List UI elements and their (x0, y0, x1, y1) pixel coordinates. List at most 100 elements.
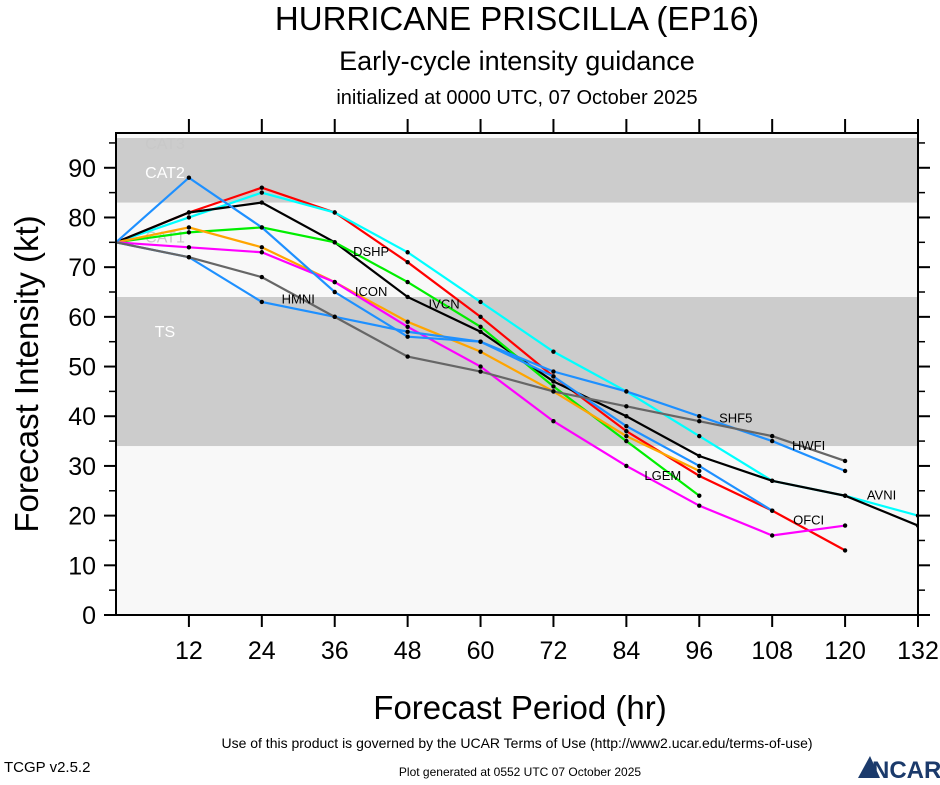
version-text: TCGP v2.5.2 (4, 759, 90, 776)
data-point-hmni (259, 299, 265, 305)
series-label-hmni: HMNI (282, 291, 315, 306)
svg-text:NCAR: NCAR (872, 757, 940, 780)
series-label-avni: AVNI (867, 488, 896, 503)
generated-text: Plot generated at 0552 UTC 07 October 20… (399, 765, 641, 779)
data-point-avni (186, 215, 192, 220)
chart-subtitle: Early-cycle intensity guidance (339, 46, 695, 76)
data-point-hmni (551, 374, 556, 379)
plot-frame (115, 132, 919, 616)
data-point-hwfi (551, 369, 556, 374)
data-point-shf5 (259, 274, 265, 280)
data-point-ivcn (186, 210, 192, 215)
data-point-ofci (624, 428, 629, 434)
data-point-ivcn (259, 200, 265, 205)
data-point-lgem (259, 250, 265, 255)
y-axis-label: Forecast Intensity (kt) (8, 215, 45, 532)
data-point-shf5 (478, 369, 483, 374)
data-point-ofci (697, 473, 702, 479)
data-point-avni (332, 210, 337, 215)
x-tick-label: 132 (897, 637, 939, 665)
data-point-ofci (478, 314, 483, 320)
data-point-ivcn (405, 294, 410, 300)
data-point-dshp (551, 384, 556, 389)
data-point-lgem (697, 503, 702, 508)
x-tick-label: 72 (540, 637, 568, 665)
series-label-icon: ICON (355, 284, 388, 299)
band-label-ts: TS (155, 324, 175, 341)
data-point-ivcn (478, 329, 483, 334)
data-point-avni (478, 299, 483, 305)
y-tick-label: 80 (68, 204, 96, 232)
data-point-icon (697, 468, 702, 474)
data-point-dshp (624, 438, 629, 444)
data-point-icon (478, 349, 483, 354)
data-point-shf5 (624, 404, 629, 409)
data-point-ofci (405, 259, 410, 265)
data-point-ivcn (624, 414, 629, 419)
data-point-ivcn (769, 478, 775, 484)
data-point-hmni (697, 463, 702, 469)
data-point-lgem (332, 279, 337, 285)
data-point-lgem (186, 245, 192, 250)
data-point-hwfi (842, 468, 848, 474)
y-tick-label: 20 (68, 503, 96, 531)
chart-init-line: initialized at 0000 UTC, 07 October 2025 (336, 87, 697, 109)
data-point-hwfi (186, 175, 192, 180)
data-point-ofci (842, 548, 848, 553)
data-point-icon (259, 245, 265, 250)
y-tick-label: 30 (68, 453, 96, 481)
data-point-ivcn (697, 453, 702, 459)
data-point-ivcn (551, 379, 556, 384)
data-point-shf5 (769, 433, 775, 439)
y-tick-label: 0 (82, 602, 96, 630)
data-point-lgem (551, 419, 556, 424)
x-tick-label: 108 (751, 637, 793, 665)
chart-title: HURRICANE PRISCILLA (EP16) (275, 0, 759, 37)
data-point-icon (186, 225, 192, 230)
data-point-shf5 (697, 419, 702, 424)
data-point-dshp (697, 493, 702, 498)
data-point-lgem (769, 533, 775, 538)
data-point-avni (551, 349, 556, 354)
data-point-hwfi (332, 289, 337, 295)
data-point-dshp (332, 240, 337, 245)
series-label-shf5: SHF5 (719, 411, 752, 426)
x-tick-label: 60 (467, 637, 495, 665)
data-point-shf5 (186, 255, 192, 260)
data-point-ivcn (842, 493, 848, 498)
series-line-hmni (116, 241, 773, 512)
data-point-lgem (478, 364, 483, 369)
series-label-ofci: OFCI (793, 513, 824, 528)
y-tick-label: 70 (68, 254, 96, 282)
x-tick-label: 96 (685, 637, 713, 665)
x-tick-label: 36 (321, 637, 349, 665)
data-point-hwfi (769, 438, 775, 444)
band-label-cat3: CAT3 (145, 136, 185, 153)
y-tick-label: 90 (68, 155, 96, 183)
data-point-lgem (405, 324, 410, 329)
x-tick-label: 12 (175, 637, 203, 665)
data-point-avni (259, 190, 265, 195)
y-tick-label: 50 (68, 354, 96, 382)
ncar-logo: NCAR (858, 756, 940, 784)
data-point-icon (405, 319, 410, 325)
data-point-shf5 (332, 314, 337, 320)
terms-of-use-text: Use of this product is governed by the U… (221, 735, 812, 751)
band-cat2 (116, 137, 918, 203)
data-point-dshp (478, 324, 483, 329)
x-axis-label: Forecast Period (hr) (373, 689, 666, 726)
data-point-shf5 (405, 354, 410, 359)
series-label-hwfi: HWFI (792, 438, 825, 453)
x-tick-label: 24 (248, 637, 276, 665)
data-point-hwfi (259, 225, 265, 230)
data-point-lgem (842, 523, 848, 528)
data-point-hwfi (697, 414, 702, 419)
y-tick-label: 40 (68, 403, 96, 431)
data-point-dshp (186, 230, 192, 235)
y-tick-label: 10 (68, 552, 96, 580)
band-cat3 (116, 133, 918, 138)
data-point-hwfi (624, 389, 629, 394)
data-point-avni (697, 433, 702, 439)
x-tick-label: 48 (394, 637, 422, 665)
